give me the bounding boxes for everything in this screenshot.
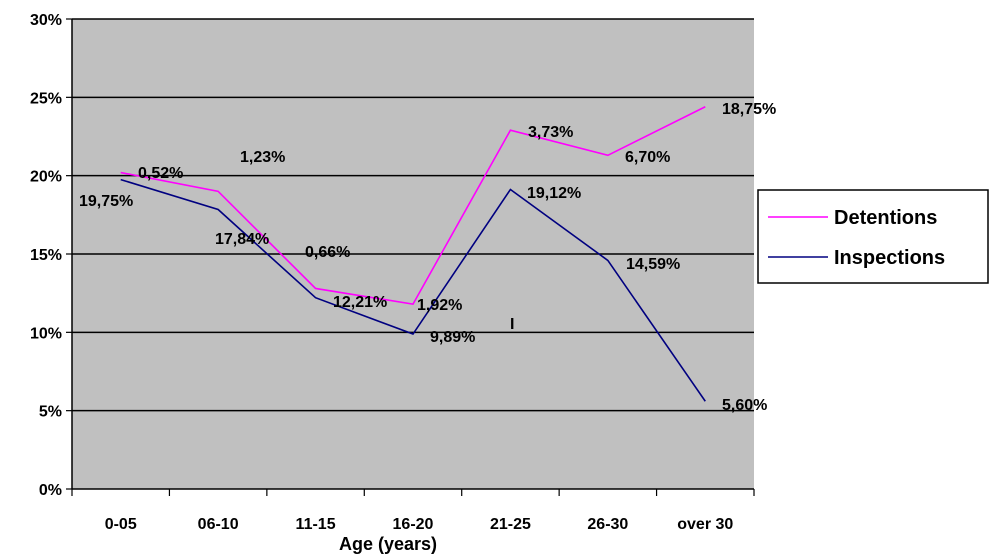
data-label: 0,66%: [305, 244, 350, 261]
data-label: 9,89%: [430, 329, 475, 346]
data-label: 5,60%: [722, 397, 767, 414]
legend-label: Detentions: [834, 207, 937, 229]
data-label: 3,73%: [528, 124, 573, 141]
series-line-detentions: [120, 106, 706, 306]
gridlines: [72, 18, 754, 412]
data-labels: 0,52% 1,23% 0,66% 1,92% 3,73% 6,70% 18,75% 19,7…: [79, 101, 776, 414]
x-tick-label: over 30: [677, 516, 733, 533]
x-axis-title: Age (years): [339, 534, 437, 554]
annotation-text: I: [510, 316, 514, 333]
y-tick-label: 25%: [30, 90, 62, 107]
x-axis-ticks: 0-05 06-10 11-15 16-20 21-25 26-30 over 30: [71, 489, 755, 533]
x-tick-label: 26-30: [587, 516, 628, 533]
legend-label: Inspections: [834, 247, 945, 269]
data-label: 18,75%: [722, 101, 776, 118]
data-label: 19,12%: [527, 185, 581, 202]
y-tick-label: 15%: [30, 247, 62, 264]
data-label: 1,92%: [417, 297, 462, 314]
x-tick-label: 21-25: [490, 516, 531, 533]
data-label: 12,21%: [333, 294, 387, 311]
data-label: 6,70%: [625, 149, 670, 166]
series-lines: [120, 106, 706, 402]
x-tick-label: 11-15: [296, 516, 336, 533]
x-tick-label: 0-05: [105, 516, 137, 533]
y-tick-label: 5%: [39, 404, 62, 421]
legend-box: [757, 189, 989, 284]
data-label: 14,59%: [626, 256, 680, 273]
x-tick-label: 06-10: [198, 516, 239, 533]
y-tick-label: 30%: [30, 12, 62, 29]
x-tick-label: 16-20: [393, 516, 434, 533]
legend: Detentions Inspections: [757, 189, 989, 284]
data-label: 19,75%: [79, 193, 133, 210]
series-line-inspections: [120, 178, 706, 402]
y-tick-label: 10%: [30, 325, 62, 342]
y-tick-label: 0%: [39, 482, 62, 499]
y-axis-ticks: 0% 5% 10% 15% 20% 25% 30%: [30, 12, 72, 499]
data-label: 0,52%: [138, 165, 183, 182]
data-label: 17,84%: [215, 231, 269, 248]
y-tick-label: 20%: [30, 169, 62, 186]
data-label: 1,23%: [240, 149, 285, 166]
